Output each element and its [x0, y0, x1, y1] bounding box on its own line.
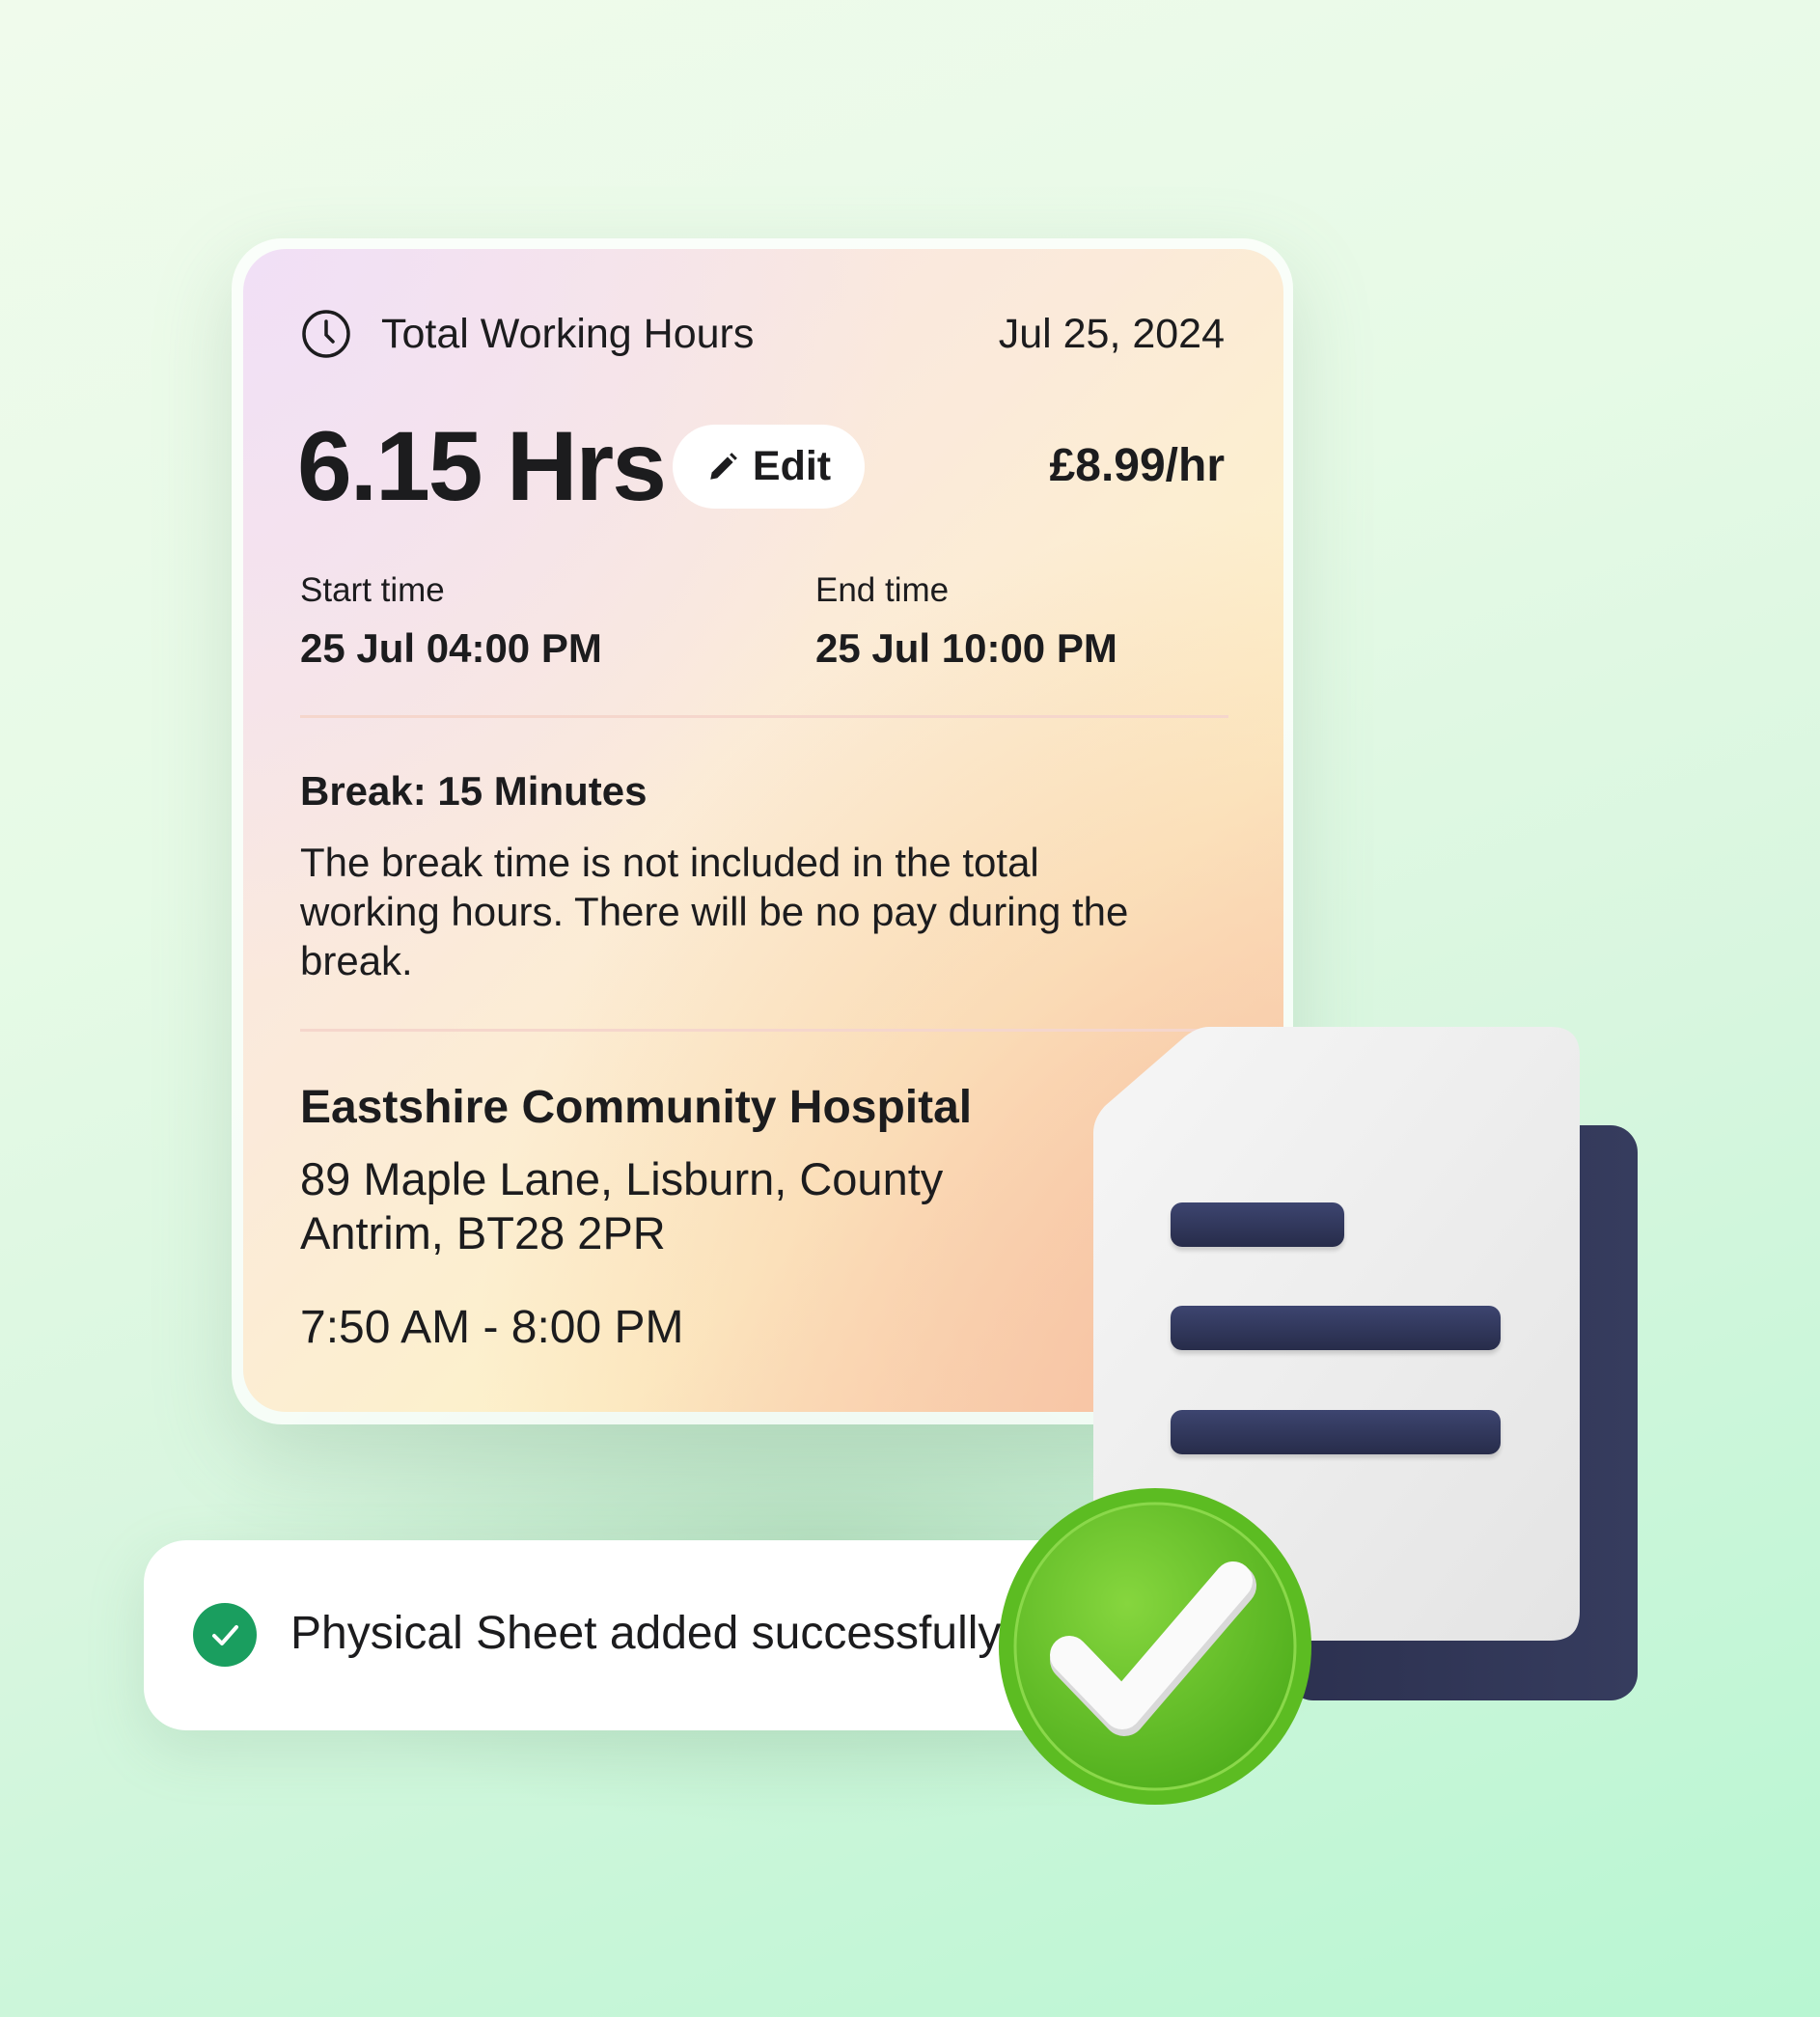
- location-name: Eastshire Community Hospital: [300, 1082, 973, 1133]
- document-line: [1171, 1202, 1344, 1247]
- end-time-value: 25 Jul 10:00 PM: [815, 625, 1117, 671]
- check-circle-icon: [193, 1603, 257, 1667]
- divider: [300, 1029, 1228, 1032]
- shift-date: Jul 25, 2024: [998, 311, 1225, 357]
- break-note: The break time is not included in the to…: [300, 840, 1129, 983]
- edit-button[interactable]: Edit: [673, 425, 865, 509]
- clock-icon: [302, 310, 350, 358]
- success-badge-check-icon: [999, 1488, 1311, 1805]
- card-title: Total Working Hours: [381, 311, 755, 357]
- start-time-value: 25 Jul 04:00 PM: [300, 625, 602, 671]
- hourly-rate: £8.99/hr: [1049, 440, 1225, 491]
- location-hours: 7:50 AM - 8:00 PM: [300, 1302, 684, 1353]
- location-address: 89 Maple Lane, Lisburn, County Antrim, B…: [300, 1153, 944, 1258]
- document-line: [1171, 1306, 1501, 1350]
- start-time-label: Start time: [300, 571, 445, 609]
- toast-message: Physical Sheet added successfully: [290, 1608, 1002, 1659]
- divider: [300, 715, 1228, 718]
- pencil-icon: [710, 452, 737, 480]
- total-hours: 6.15 Hrs: [297, 411, 667, 521]
- break-title: Break: 15 Minutes: [300, 768, 648, 814]
- document-line: [1171, 1410, 1501, 1454]
- edit-label: Edit: [752, 443, 832, 489]
- end-time-label: End time: [815, 571, 950, 609]
